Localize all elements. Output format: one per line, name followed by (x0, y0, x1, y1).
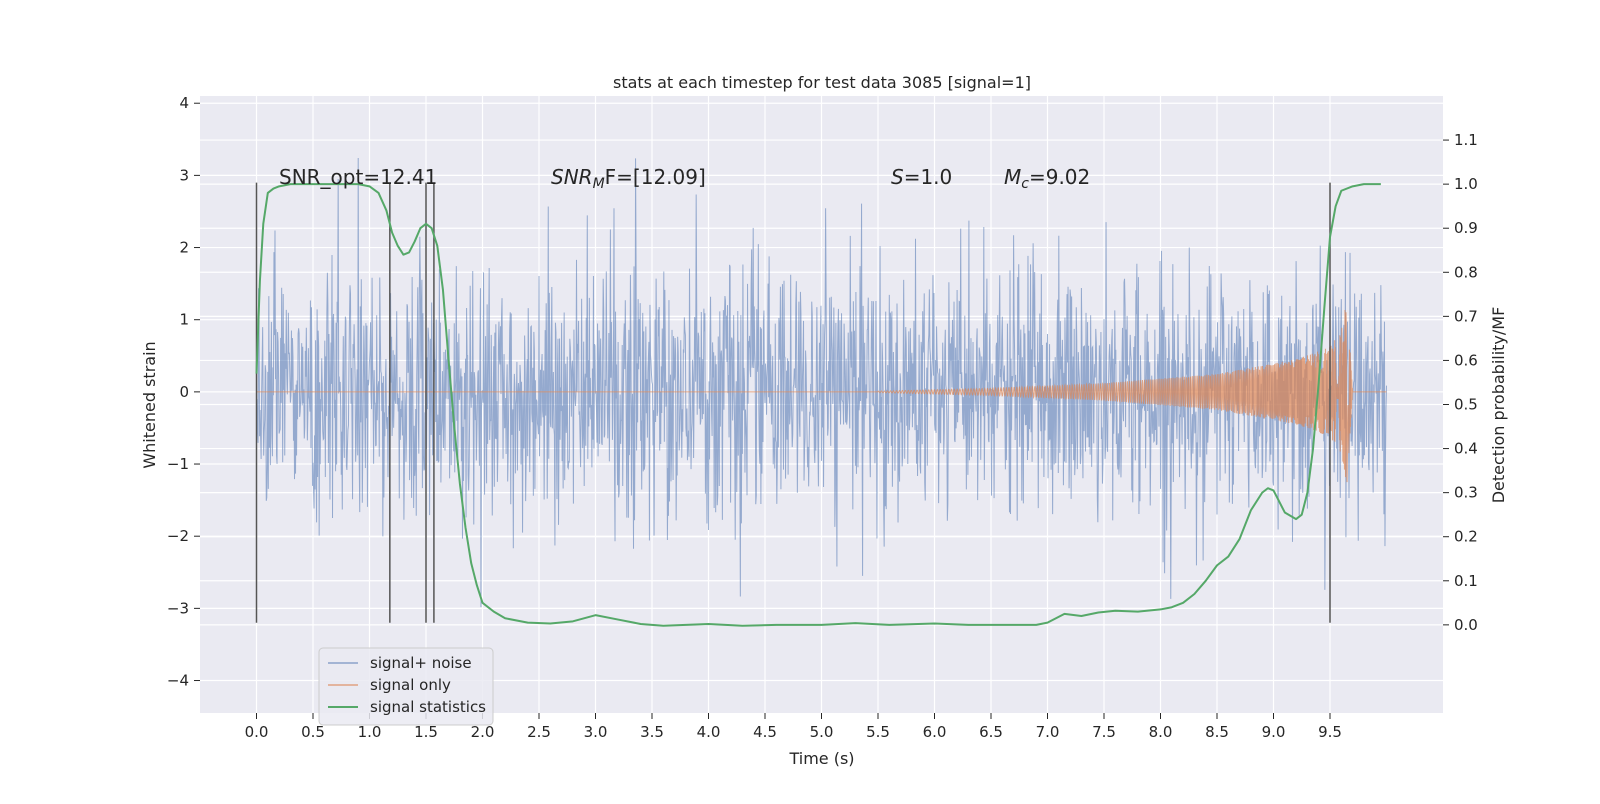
y-left-tick-label: 2 (179, 239, 189, 257)
y-right-tick-label: 0.4 (1454, 440, 1478, 458)
x-tick-label: 4.0 (697, 723, 721, 741)
mc-symbol: M (1004, 165, 1021, 189)
s-symbol: S (891, 165, 904, 189)
x-tick-label: 3.5 (640, 723, 664, 741)
x-tick-label: 5.0 (810, 723, 834, 741)
x-tick-label: 8.5 (1205, 723, 1229, 741)
x-tick-label: 2.5 (527, 723, 551, 741)
snr-mf-symbol: SNR (551, 165, 593, 189)
x-tick-label: 1.0 (358, 723, 382, 741)
signal-only-series (256, 310, 1387, 483)
y-right-tick-label: 0.1 (1454, 572, 1478, 590)
x-tick-label: 9.5 (1318, 723, 1342, 741)
left-y-axis-ticks: −4 −3 −2 −1 0 1 2 3 4 (167, 94, 200, 690)
signal-plus-noise-line (256, 157, 1387, 608)
y-left-tick-label: −1 (167, 455, 189, 473)
y-left-tick-label: −2 (167, 527, 189, 545)
mc-subscript: c (1021, 176, 1029, 192)
annotation-snr-mf: SNRMF=[12.09] (551, 165, 706, 192)
vertical-markers (255, 182, 1331, 623)
legend-label-noise: signal+ noise (370, 654, 472, 672)
x-tick-label: 1.5 (414, 723, 438, 741)
legend-label-signal: signal only (370, 676, 451, 694)
x-tick-label: 4.5 (753, 723, 777, 741)
right-y-axis-ticks: 0.0 0.1 0.2 0.3 0.4 0.5 0.6 0.7 0.8 0.9 1.0 1.1 (1443, 131, 1478, 634)
y-right-tick-label: 0.9 (1454, 219, 1478, 237)
x-tick-label: 7.0 (1036, 723, 1060, 741)
signal-statistics-line (255, 183, 1381, 627)
x-tick-label: 0.0 (245, 723, 269, 741)
annotation-s: S=1.0 (891, 165, 952, 189)
x-tick-label: 7.5 (1092, 723, 1116, 741)
annotation-snr-opt: SNR_opt=12.41 (279, 165, 437, 189)
y-right-tick-label: 0.7 (1454, 307, 1478, 325)
legend-box (318, 647, 494, 726)
signal-only-line (256, 310, 1387, 483)
y-right-tick-label: 0.8 (1454, 263, 1478, 281)
x-tick-label: 6.5 (979, 723, 1003, 741)
snr-mf-value: F=[12.09] (605, 165, 706, 189)
y-right-tick-label: 0.5 (1454, 396, 1478, 414)
chart-title: stats at each timestep for test data 308… (613, 73, 1031, 92)
legend: signal+ noise signal only signal statist… (318, 647, 494, 726)
x-axis-label: Time (s) (788, 749, 854, 768)
left-y-axis-label: Whitened strain (140, 341, 159, 468)
s-value: =1.0 (904, 165, 953, 189)
x-tick-label: 8.0 (1149, 723, 1173, 741)
y-right-tick-label: 0.3 (1454, 484, 1478, 502)
x-tick-label: 9.0 (1262, 723, 1286, 741)
x-axis-ticks: 0.0 0.5 1.0 1.5 2.0 2.5 3.0 3.5 4.0 4.5 5.0 5.5 6.0 6… (245, 713, 1342, 741)
y-left-tick-label: 0 (179, 383, 189, 401)
snr-mf-subscript: M (593, 176, 605, 192)
y-right-tick-label: 0.0 (1454, 616, 1478, 634)
y-left-tick-label: 1 (179, 311, 189, 329)
x-tick-label: 3.0 (584, 723, 608, 741)
y-left-tick-label: −3 (167, 599, 189, 617)
y-left-tick-label: 3 (179, 166, 189, 184)
signal-statistics-series (255, 183, 1381, 627)
y-left-tick-label: −4 (167, 672, 189, 690)
x-tick-label: 6.0 (923, 723, 947, 741)
mc-value: =9.02 (1029, 165, 1090, 189)
y-right-tick-label: 0.6 (1454, 351, 1478, 369)
annotation-mc: Mc=9.02 (1004, 165, 1090, 192)
x-tick-label: 5.5 (866, 723, 890, 741)
signal-plus-noise-series (256, 157, 1387, 608)
y-right-tick-label: 0.2 (1454, 528, 1478, 546)
y-right-tick-label: 1.0 (1454, 175, 1478, 193)
y-right-tick-label: 1.1 (1454, 131, 1478, 149)
legend-label-stats: signal statistics (370, 698, 486, 716)
annotations: SNR_opt=12.41 SNRMF=[12.09] S=1.0 Mc=9.0… (279, 165, 1090, 192)
x-tick-label: 2.0 (471, 723, 495, 741)
right-y-axis-label: Detection probability/MF (1489, 307, 1508, 504)
x-tick-label: 0.5 (301, 723, 325, 741)
y-left-tick-label: 4 (179, 94, 189, 112)
